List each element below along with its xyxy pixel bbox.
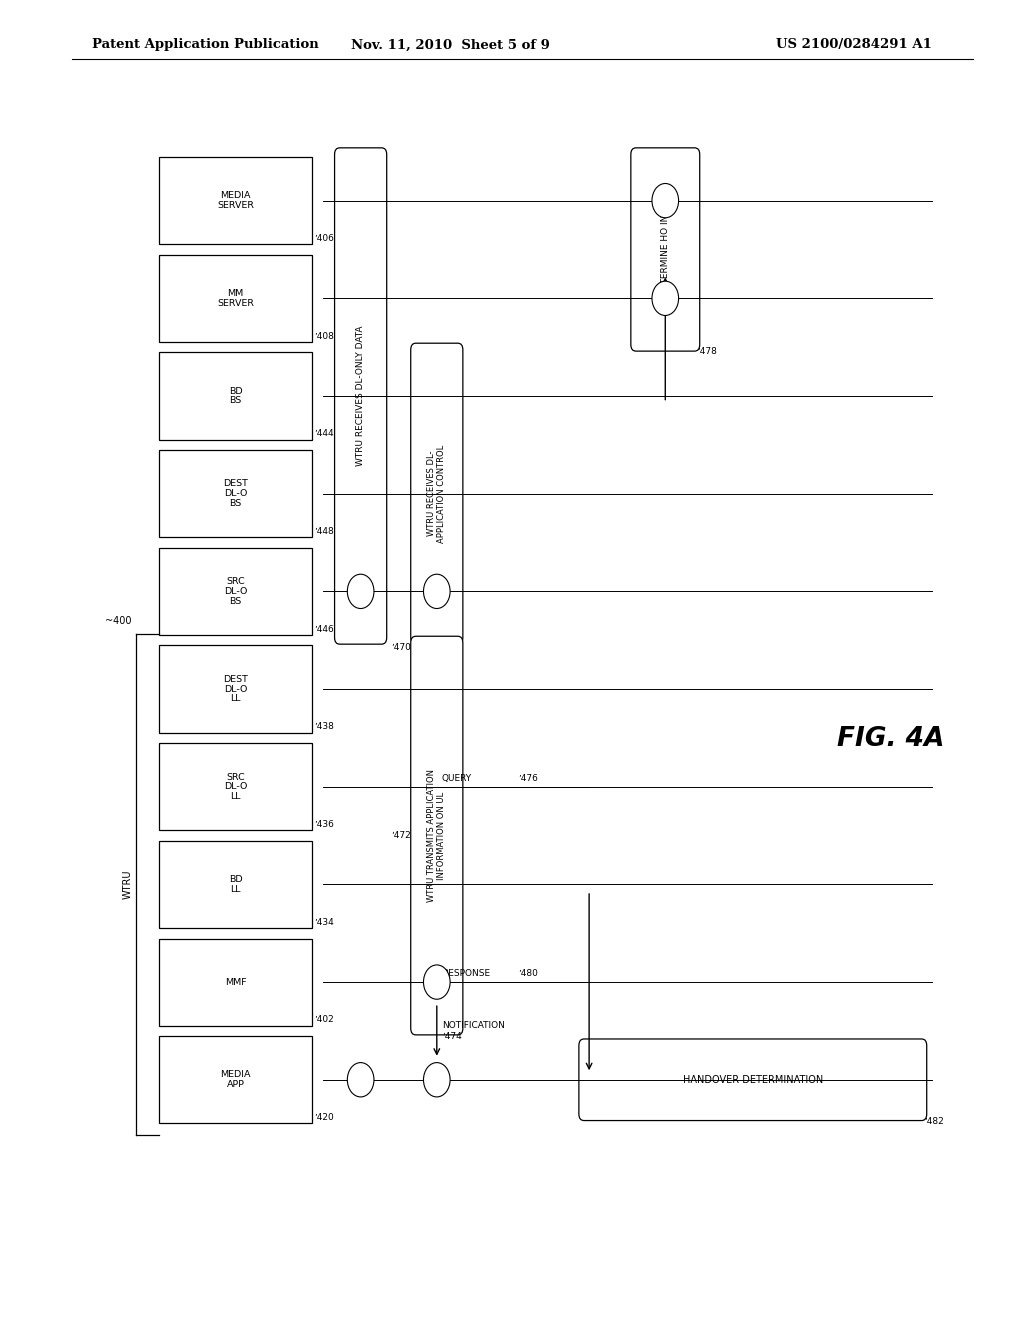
- Text: WTRU TRANSMITS APPLICATION
INFORMATION ON UL: WTRU TRANSMITS APPLICATION INFORMATION O…: [427, 770, 446, 902]
- Text: ~400: ~400: [104, 615, 131, 626]
- Text: DEST
DL-O
LL: DEST DL-O LL: [223, 675, 248, 704]
- Text: WTRU: WTRU: [123, 870, 133, 899]
- Circle shape: [424, 965, 451, 999]
- Circle shape: [347, 1063, 374, 1097]
- FancyBboxPatch shape: [159, 939, 312, 1026]
- Text: ʼ478: ʼ478: [697, 347, 718, 356]
- FancyBboxPatch shape: [159, 743, 312, 830]
- Text: ʼ420: ʼ420: [314, 1113, 334, 1122]
- Text: HANDOVER DETERMINATION: HANDOVER DETERMINATION: [683, 1074, 823, 1085]
- Text: ʼ448: ʼ448: [314, 527, 334, 536]
- Text: ʼ408: ʼ408: [314, 331, 334, 341]
- Text: SRC
DL-O
BS: SRC DL-O BS: [224, 577, 247, 606]
- FancyBboxPatch shape: [411, 636, 463, 1035]
- Text: Nov. 11, 2010  Sheet 5 of 9: Nov. 11, 2010 Sheet 5 of 9: [351, 38, 550, 51]
- Text: ʼ446: ʼ446: [314, 624, 334, 634]
- FancyBboxPatch shape: [335, 148, 387, 644]
- Text: ʼ434: ʼ434: [314, 917, 334, 927]
- FancyBboxPatch shape: [411, 343, 463, 644]
- Text: ʼ480: ʼ480: [518, 969, 538, 978]
- Text: US 2100/0284291 A1: US 2100/0284291 A1: [776, 38, 932, 51]
- FancyBboxPatch shape: [159, 548, 312, 635]
- FancyBboxPatch shape: [159, 1036, 312, 1123]
- Text: BD
BS: BD BS: [228, 387, 243, 405]
- Text: ʼ402: ʼ402: [314, 1015, 334, 1024]
- Text: ʼ436: ʼ436: [314, 820, 334, 829]
- Text: RESPONSE: RESPONSE: [442, 969, 490, 978]
- Text: WTRU RECEIVES DL-ONLY DATA: WTRU RECEIVES DL-ONLY DATA: [356, 326, 366, 466]
- Text: MEDIA
SERVER: MEDIA SERVER: [217, 191, 254, 210]
- Text: NOTIFICATION
ʼ474: NOTIFICATION ʼ474: [442, 1022, 505, 1040]
- Text: BD
LL: BD LL: [228, 875, 243, 894]
- Text: DEST
DL-O
BS: DEST DL-O BS: [223, 479, 248, 508]
- Text: MEDIA
APP: MEDIA APP: [220, 1071, 251, 1089]
- Text: ʼ444: ʼ444: [314, 429, 334, 438]
- Text: ʼ482: ʼ482: [925, 1117, 944, 1126]
- Text: ʼ476: ʼ476: [518, 774, 538, 783]
- Text: QUERY: QUERY: [442, 774, 472, 783]
- FancyBboxPatch shape: [159, 645, 312, 733]
- Text: ʼ438: ʼ438: [314, 722, 334, 731]
- Circle shape: [424, 574, 451, 609]
- Text: FIG. 4A: FIG. 4A: [838, 726, 944, 752]
- Text: WTRU RECEIVES DL-
APPLICATION CONTROL: WTRU RECEIVES DL- APPLICATION CONTROL: [427, 445, 446, 543]
- FancyBboxPatch shape: [159, 352, 312, 440]
- Text: ʼ470: ʼ470: [391, 643, 411, 652]
- FancyBboxPatch shape: [159, 157, 312, 244]
- FancyBboxPatch shape: [631, 148, 699, 351]
- FancyBboxPatch shape: [159, 255, 312, 342]
- Text: DETERMINE HO INFO: DETERMINE HO INFO: [660, 203, 670, 296]
- Text: MMF: MMF: [224, 978, 247, 986]
- FancyBboxPatch shape: [159, 450, 312, 537]
- FancyBboxPatch shape: [579, 1039, 927, 1121]
- Circle shape: [652, 281, 679, 315]
- FancyBboxPatch shape: [159, 841, 312, 928]
- Text: ʼ472: ʼ472: [391, 832, 411, 840]
- Text: Patent Application Publication: Patent Application Publication: [92, 38, 318, 51]
- Circle shape: [347, 574, 374, 609]
- Text: MM
SERVER: MM SERVER: [217, 289, 254, 308]
- Circle shape: [424, 1063, 451, 1097]
- Text: SRC
DL-O
LL: SRC DL-O LL: [224, 772, 247, 801]
- Circle shape: [652, 183, 679, 218]
- Text: ʼ406: ʼ406: [314, 234, 334, 243]
